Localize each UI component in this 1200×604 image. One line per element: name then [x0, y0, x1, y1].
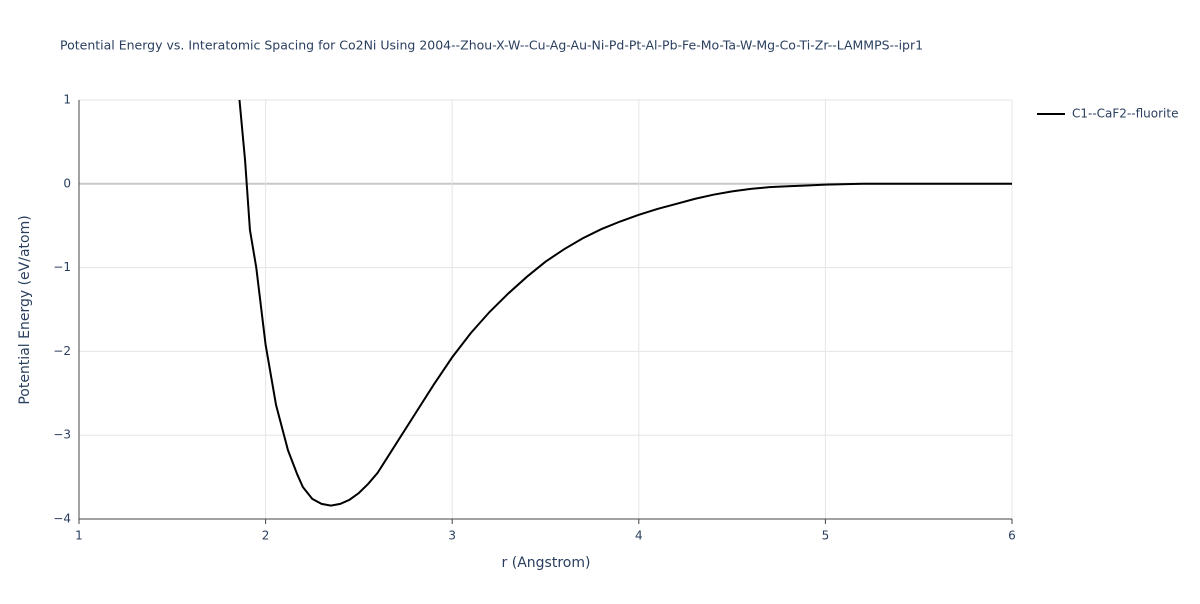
x-tick-label: 5 [822, 529, 830, 543]
data-line [238, 99, 1012, 507]
chart-title: Potential Energy vs. Interatomic Spacing… [60, 38, 923, 53]
y-tick-label: −3 [53, 428, 71, 442]
legend-label[interactable]: C1--CaF2--fluorite [1072, 107, 1178, 121]
x-tick-label: 3 [448, 529, 456, 543]
y-tick-label: −2 [53, 344, 71, 358]
y-axis-title: Potential Energy (eV/atom) [17, 215, 33, 404]
x-tick-label: 1 [75, 529, 83, 543]
x-axis-title: r (Angstrom) [502, 555, 591, 571]
y-tick-label: 1 [63, 93, 71, 107]
y-tick-label: 0 [63, 176, 71, 190]
x-tick-label: 2 [262, 529, 270, 543]
x-tick-label: 6 [1008, 529, 1016, 543]
y-tick-label: −1 [53, 260, 71, 274]
y-tick-label: −4 [53, 512, 71, 526]
x-tick-label: 4 [635, 529, 643, 543]
